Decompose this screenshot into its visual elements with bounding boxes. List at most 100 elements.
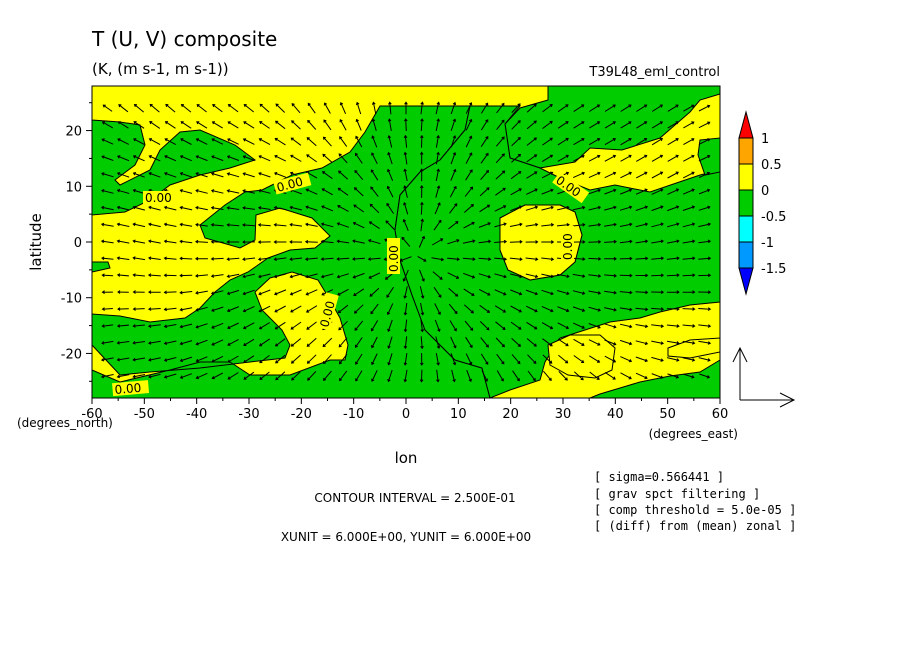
wind-arrow <box>403 185 408 198</box>
wind-arrow <box>666 290 680 294</box>
wind-arrow <box>273 289 287 296</box>
wind-arrow <box>132 155 145 162</box>
wind-arrow <box>306 354 317 364</box>
wind-arrow <box>651 307 665 311</box>
wind-arrow <box>148 256 161 260</box>
wind-arrow <box>573 104 585 113</box>
wind-arrow <box>619 256 633 261</box>
wind-arrow <box>147 273 161 277</box>
x-tick-label: -10 <box>343 407 364 422</box>
wind-arrow <box>132 172 145 178</box>
wind-arrow <box>305 273 318 279</box>
wind-arrow <box>370 186 379 197</box>
wind-arrow <box>402 218 409 231</box>
wind-arrow <box>132 256 146 261</box>
wind-arrow <box>179 172 193 178</box>
wind-arrow <box>667 188 680 195</box>
wind-arrow <box>226 172 240 178</box>
y-tick-label: 10 <box>65 180 82 195</box>
wind-arrow <box>619 290 633 295</box>
wind-arrow <box>195 290 208 295</box>
wind-arrow <box>698 154 711 162</box>
wind-arrow <box>667 121 679 129</box>
wind-arrow <box>572 240 586 244</box>
wind-arrow <box>604 290 617 295</box>
wind-arrow <box>419 286 425 299</box>
wind-arrow <box>420 101 424 115</box>
wind-arrow <box>195 172 208 178</box>
wind-arrow <box>180 121 192 129</box>
wind-arrow <box>526 120 537 130</box>
wind-arrow <box>435 336 441 349</box>
wind-arrow <box>635 307 649 312</box>
wind-arrow <box>418 235 426 248</box>
wind-arrow <box>179 273 193 278</box>
wind-arrow <box>682 340 696 345</box>
wind-arrow <box>525 240 539 244</box>
wind-arrow <box>465 118 473 131</box>
wind-arrow <box>449 203 458 214</box>
wind-arrow <box>509 222 523 227</box>
wind-arrow <box>541 154 554 163</box>
x-tick-label: 20 <box>502 407 519 422</box>
wind-arrow <box>163 239 177 244</box>
wind-arrow <box>604 154 617 162</box>
wind-arrow <box>510 171 522 180</box>
wind-arrow <box>227 121 239 129</box>
colorbar: 1 0.5 0 -0.5 -1 -1.5 <box>738 110 786 296</box>
wind-arrow <box>433 286 442 298</box>
wind-arrow <box>387 135 393 148</box>
wind-arrow <box>275 103 286 113</box>
wind-arrow <box>132 239 146 244</box>
note-diff: [ (diff) from (mean) zonal ] <box>594 519 796 533</box>
wind-arrow <box>525 205 539 211</box>
wind-arrow <box>573 138 585 146</box>
wind-arrow <box>526 338 537 347</box>
wind-arrow <box>541 305 554 313</box>
wind-vectors <box>100 101 712 383</box>
wind-arrow <box>242 305 255 313</box>
wind-arrow <box>274 137 286 146</box>
wind-arrow <box>226 206 240 210</box>
wind-arrow <box>100 374 114 379</box>
wind-arrow <box>404 101 408 115</box>
wind-arrow <box>323 102 331 114</box>
wind-arrow <box>572 205 586 211</box>
wind-arrow <box>273 205 287 211</box>
wind-arrow <box>258 155 271 162</box>
wind-arrow <box>667 171 679 179</box>
wind-arrow <box>289 222 303 227</box>
wind-arrow <box>682 171 695 179</box>
wind-arrow <box>149 121 161 129</box>
contour-labels: 0.000.000.000.000.000.000.00 <box>112 171 590 397</box>
wind-arrow <box>387 151 393 165</box>
wind-arrow <box>588 323 601 329</box>
wind-arrow <box>635 239 649 244</box>
wind-arrow <box>101 340 114 345</box>
wind-arrow <box>572 171 586 179</box>
wind-arrow <box>148 239 161 244</box>
chart-subtitle: (K, (m s-1, m s-1)) <box>92 60 229 78</box>
wind-arrow <box>180 138 192 145</box>
colorbar-band <box>738 163 754 191</box>
wind-arrow <box>666 307 680 311</box>
wind-arrow <box>163 273 177 278</box>
wind-arrow <box>339 119 347 131</box>
wind-arrow <box>543 370 552 381</box>
wind-arrow <box>588 154 601 162</box>
wind-arrow <box>572 290 586 295</box>
wind-arrow <box>542 120 553 129</box>
wind-arrow <box>370 303 379 315</box>
wind-arrow <box>132 357 146 362</box>
wind-arrow <box>447 272 460 279</box>
wind-arrow <box>305 188 318 195</box>
wind-arrow <box>527 354 537 364</box>
wind-arrow <box>148 138 161 146</box>
wind-arrow <box>667 373 680 379</box>
wind-arrow <box>698 222 712 228</box>
wind-arrow <box>403 151 408 165</box>
wind-arrow <box>227 104 239 113</box>
wind-arrow <box>588 339 601 346</box>
contour-label-bg <box>552 171 590 204</box>
wind-arrow <box>339 370 348 382</box>
